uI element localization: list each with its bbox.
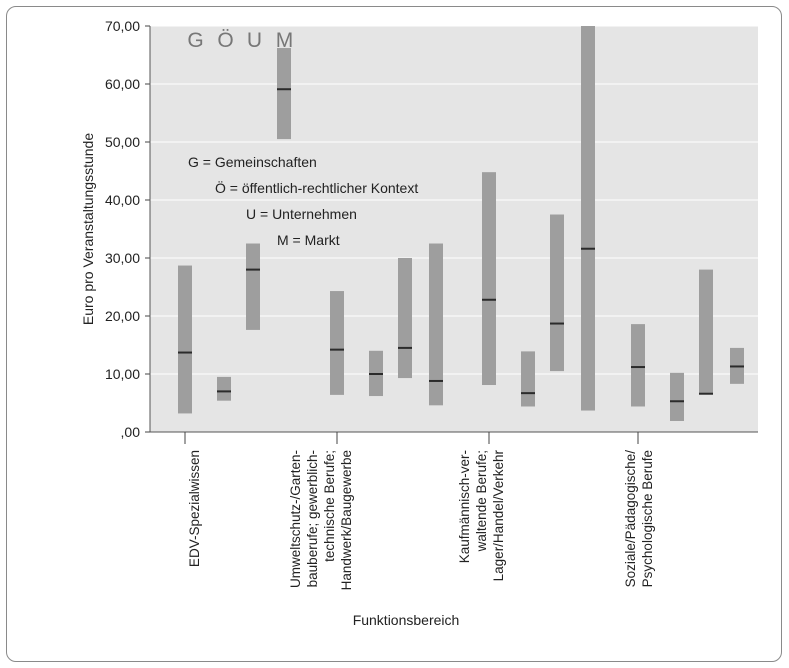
category-label-line: Handwerk/Baugewerbe	[339, 450, 354, 590]
range-bar-M	[581, 26, 595, 411]
series-letter-2: U	[247, 29, 263, 52]
range-bar-Ö	[521, 351, 535, 407]
y-tick-label: 60,00	[105, 76, 140, 92]
range-bar-U	[398, 258, 412, 379]
y-tick-label: 20,00	[105, 308, 140, 324]
category-label-line: waltende Berufe;	[474, 450, 489, 552]
range-bar-U	[699, 269, 713, 394]
y-tick-label: 50,00	[105, 134, 140, 150]
y-tick-label: 10,00	[105, 366, 140, 382]
category-label-line: Lager/Handel/Verkehr	[491, 450, 506, 582]
legend-entry: M = Markt	[277, 232, 340, 248]
range-bar-M	[277, 48, 291, 140]
category-label-line: Kaufmännisch-ver-	[457, 450, 472, 563]
x-axis-title: Funktionsbereich	[353, 612, 460, 628]
range-bar-M	[429, 243, 443, 406]
y-tick-label: 40,00	[105, 192, 140, 208]
y-tick-label: ,00	[121, 424, 141, 440]
category-label-line: bauberufe; gewerblich-	[305, 450, 320, 587]
y-axis-title: Euro pro Veranstaltungsstunde	[80, 133, 96, 325]
series-letter-1: Ö	[217, 29, 234, 52]
category-label-line: technische Berufe;	[322, 450, 337, 562]
range-bar-Ö	[217, 376, 231, 401]
category-label-line: Soziale/Pädagogische/	[623, 450, 638, 588]
category-label-line: Umweltschutz-/Garten-	[288, 450, 303, 588]
range-bar-G	[178, 265, 192, 414]
category-label-line: EDV-Spezialwissen	[187, 450, 202, 567]
y-tick-label: 30,00	[105, 250, 140, 266]
plot-area	[150, 26, 758, 432]
category-label-line: Psychologische Berufe	[640, 450, 655, 587]
series-letter-0: G	[187, 29, 204, 52]
range-bar-G	[482, 172, 496, 386]
legend-entry: Ö = öffentlich-rechtlicher Kontext	[215, 179, 418, 196]
legend-entry: U = Unternehmen	[246, 206, 357, 222]
range-bar-U	[550, 214, 564, 372]
legend-entry: G = Gemeinschaften	[188, 154, 317, 170]
series-letter-3: M	[276, 29, 295, 52]
range-bar-U	[246, 243, 260, 330]
range-bar-Ö	[670, 372, 684, 421]
range-bar-G	[631, 324, 645, 407]
y-tick-label: 70,00	[105, 18, 140, 34]
range-bar-G	[330, 291, 344, 395]
